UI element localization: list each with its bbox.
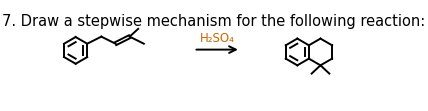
Text: H₂SO₄: H₂SO₄ — [200, 32, 235, 45]
Text: 7. Draw a stepwise mechanism for the following reaction:: 7. Draw a stepwise mechanism for the fol… — [3, 14, 425, 29]
